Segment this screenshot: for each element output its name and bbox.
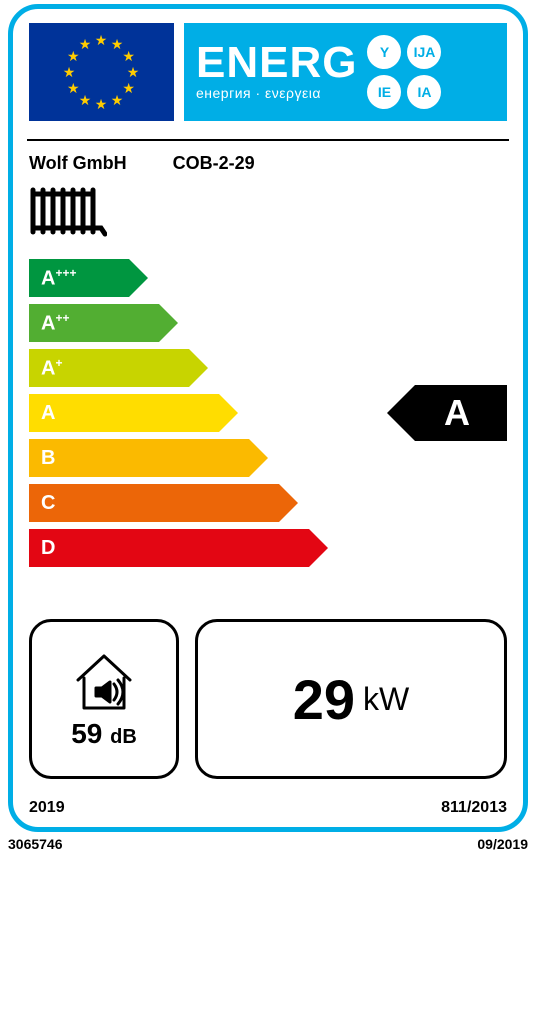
scale-arrow: D <box>29 529 309 567</box>
energ-subtitle: енергия · ενεργεια <box>196 85 357 101</box>
scale-row: C <box>29 484 309 522</box>
radiator-icon <box>29 184 507 243</box>
noise-value: 59 <box>71 718 102 749</box>
sound-house-icon <box>68 648 140 718</box>
below-right: 09/2019 <box>477 836 528 852</box>
manufacturer-row: Wolf GmbH COB-2-29 <box>29 153 507 174</box>
footer-regulation: 811/2013 <box>441 799 507 817</box>
bottom-boxes: 59 dB 29 kW <box>29 619 507 779</box>
rating-pointer: A <box>415 385 507 441</box>
scale-arrow: B <box>29 439 249 477</box>
eu-star: ★ <box>63 65 76 79</box>
scale-label: C <box>41 492 55 515</box>
energ-text: ENERG енергия · ενεργεια <box>196 43 357 101</box>
energy-label-card: ★★★★★★★★★★★★ ENERG енергия · ενεργεια YI… <box>8 4 528 832</box>
eu-star: ★ <box>111 93 124 107</box>
scale-label: A++ <box>41 311 69 336</box>
energ-title: ENERG <box>196 43 357 83</box>
scale-arrow: C <box>29 484 279 522</box>
energ-block: ENERG енергия · ενεργεια YIJAIEIA <box>184 23 507 121</box>
scale-sup: +++ <box>55 266 76 280</box>
scale-row: A <box>29 394 309 432</box>
scale-row: A+++ <box>29 259 309 297</box>
scale-row: B <box>29 439 309 477</box>
eu-star: ★ <box>95 97 108 111</box>
eu-star: ★ <box>127 65 140 79</box>
noise-value-row: 59 dB <box>71 718 137 750</box>
scale-arrow: A++ <box>29 304 159 342</box>
below-left: 3065746 <box>8 836 63 852</box>
lang-badge: IE <box>367 75 401 109</box>
footer-row: 2019 811/2013 <box>29 799 507 817</box>
eu-star: ★ <box>95 33 108 47</box>
lang-badges: YIJAIEIA <box>367 35 441 109</box>
efficiency-scale: A+++A++A+ABCD A <box>29 259 507 579</box>
power-value: 29 <box>293 667 355 732</box>
scale-row: A++ <box>29 304 309 342</box>
eu-star: ★ <box>111 37 124 51</box>
eu-star: ★ <box>67 81 80 95</box>
scale-label: B <box>41 447 55 470</box>
lang-badge: Y <box>367 35 401 69</box>
scale-arrow: A+ <box>29 349 189 387</box>
eu-flag-icon: ★★★★★★★★★★★★ <box>29 23 174 121</box>
lang-badge: IJA <box>407 35 441 69</box>
noise-unit: dB <box>110 726 137 748</box>
eu-star: ★ <box>79 37 92 51</box>
rating-class: A <box>444 392 470 434</box>
scale-row: D <box>29 529 309 567</box>
divider <box>27 139 509 141</box>
noise-box: 59 dB <box>29 619 179 779</box>
eu-star: ★ <box>79 93 92 107</box>
model-name: COB-2-29 <box>173 153 255 174</box>
scale-row: A+ <box>29 349 309 387</box>
scale-label: A <box>41 402 55 425</box>
footer-year: 2019 <box>29 799 65 817</box>
scale-label: D <box>41 537 55 560</box>
below-card-row: 3065746 09/2019 <box>8 836 528 852</box>
header-band: ★★★★★★★★★★★★ ENERG енергия · ενεργεια YI… <box>29 23 507 121</box>
eu-star: ★ <box>122 81 135 95</box>
scale-sup: ++ <box>55 311 69 325</box>
scale-label: A+++ <box>41 266 76 291</box>
scale-arrow: A+++ <box>29 259 129 297</box>
manufacturer-name: Wolf GmbH <box>29 153 127 174</box>
scale-arrow: A <box>29 394 219 432</box>
power-box: 29 kW <box>195 619 507 779</box>
eu-star: ★ <box>67 49 80 63</box>
scale-sup: + <box>55 356 62 370</box>
eu-star: ★ <box>122 49 135 63</box>
scale-label: A+ <box>41 356 62 381</box>
scale-column: A+++ A++ A+ ABCD <box>29 259 309 567</box>
power-unit: kW <box>363 681 409 718</box>
lang-badge: IA <box>407 75 441 109</box>
